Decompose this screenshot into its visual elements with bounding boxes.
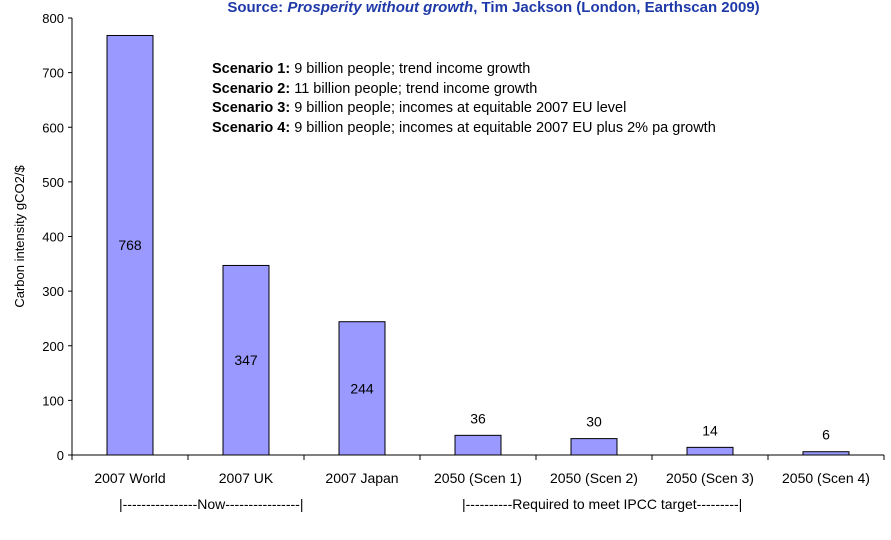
x-tick-label: 2050 (Scen 4) bbox=[782, 470, 870, 486]
y-tick-label: 600 bbox=[42, 120, 64, 135]
y-tick-label: 100 bbox=[42, 393, 64, 408]
scenario-label: Scenario 3: bbox=[212, 100, 291, 116]
bar bbox=[686, 446, 734, 456]
group-label-target: |----------Required to meet IPCC target-… bbox=[462, 496, 743, 512]
source-prefix: Source: bbox=[227, 0, 288, 16]
scenario-text: 9 billion people; incomes at equitable 2… bbox=[290, 119, 716, 136]
bar bbox=[222, 264, 270, 456]
data-label: 768 bbox=[118, 237, 142, 253]
y-tick-label: 0 bbox=[57, 448, 64, 463]
x-tick-label: 2007 World bbox=[94, 470, 165, 486]
y-tick-label: 500 bbox=[42, 175, 64, 190]
scenario-text: 9 billion people; trend income growth bbox=[290, 61, 531, 77]
data-label: 14 bbox=[702, 422, 718, 438]
bar bbox=[454, 434, 502, 456]
data-label: 30 bbox=[586, 414, 602, 430]
bar bbox=[338, 321, 386, 456]
y-tick-label: 300 bbox=[42, 284, 64, 299]
y-axis-title: Carbon intensity gCO2/$ bbox=[12, 165, 27, 308]
source-book-title: Prosperity without growth bbox=[287, 0, 474, 16]
x-tick-label: 2007 UK bbox=[219, 470, 274, 486]
bar bbox=[106, 34, 154, 456]
data-label: 6 bbox=[822, 427, 830, 443]
y-tick-label: 200 bbox=[42, 339, 64, 354]
group-label-now: |----------------Now----------------| bbox=[119, 496, 304, 512]
scenario-legend: Scenario 1: 9 billion people; trend inco… bbox=[212, 60, 716, 138]
x-tick-label: 2050 (Scen 2) bbox=[550, 470, 638, 486]
scenario-line: Scenario 1: 9 billion people; trend inco… bbox=[212, 60, 716, 80]
x-tick-label: 2050 (Scen 1) bbox=[434, 470, 522, 486]
y-tick-label: 800 bbox=[42, 11, 64, 26]
x-tick-label: 2007 Japan bbox=[325, 470, 398, 486]
scenario-text: 9 billion people; incomes at equitable 2… bbox=[290, 100, 627, 116]
scenario-line: Scenario 2: 11 billion people; trend inc… bbox=[212, 80, 716, 100]
y-tick-label: 700 bbox=[42, 66, 64, 81]
bar bbox=[802, 451, 850, 456]
y-tick-label: 400 bbox=[42, 230, 64, 245]
scenario-label: Scenario 4: bbox=[212, 119, 291, 136]
x-tick-label: 2050 (Scen 3) bbox=[666, 470, 754, 486]
scenario-label: Scenario 1: bbox=[212, 61, 291, 77]
scenario-line: Scenario 4: 9 billion people; incomes at… bbox=[212, 119, 716, 139]
bar bbox=[570, 438, 618, 456]
scenario-text: 11 billion people; trend income growth bbox=[290, 80, 538, 97]
data-label: 244 bbox=[350, 380, 374, 396]
source-caption: Source: Prosperity without growth, Tim J… bbox=[96, 0, 891, 16]
scenario-line: Scenario 3: 9 billion people; incomes at… bbox=[212, 99, 716, 119]
data-label: 347 bbox=[234, 352, 258, 368]
data-label: 36 bbox=[470, 410, 486, 426]
scenario-label: Scenario 2: bbox=[212, 80, 291, 97]
source-suffix: , Tim Jackson (London, Earthscan 2009) bbox=[473, 0, 760, 16]
